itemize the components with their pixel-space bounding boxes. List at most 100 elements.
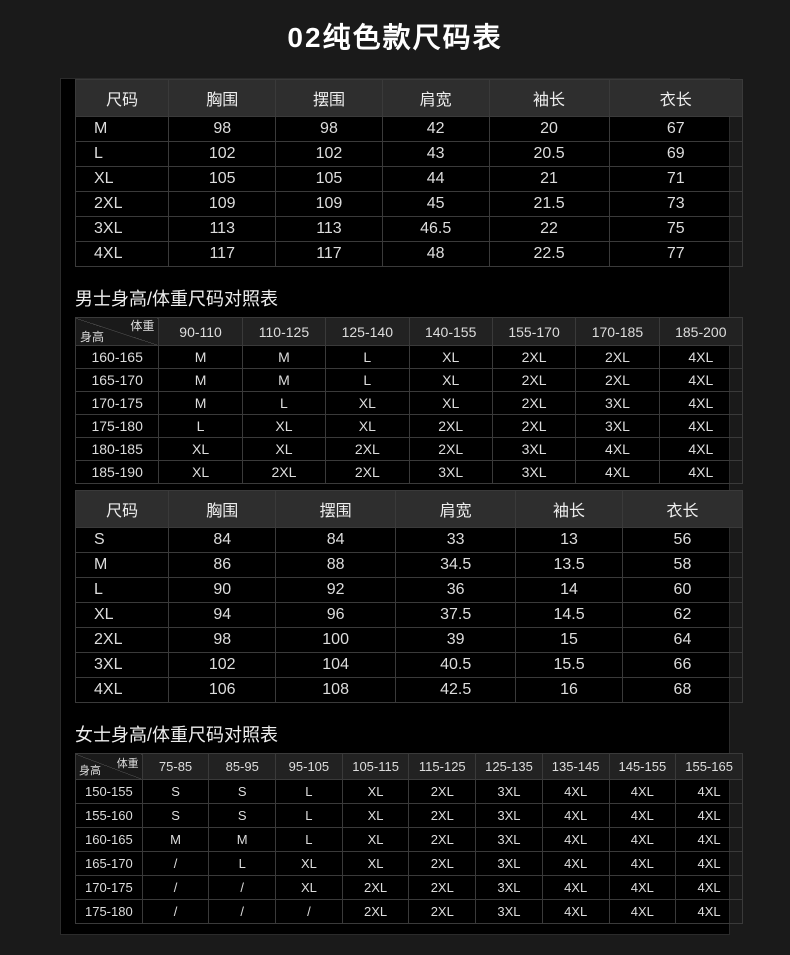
cell: 20.5 xyxy=(489,142,609,167)
cell: 2XL xyxy=(492,392,575,415)
cell: L xyxy=(159,415,242,438)
cell: XL xyxy=(76,167,169,192)
cell: 94 xyxy=(169,603,276,628)
height-cell: 170-175 xyxy=(76,392,159,415)
cell: XL xyxy=(76,603,169,628)
col-header: 肩宽 xyxy=(382,80,489,117)
col-header: 袖长 xyxy=(489,80,609,117)
cell: 3XL xyxy=(576,392,659,415)
table-row: 180-185XLXL2XL2XL3XL4XL4XL xyxy=(76,438,743,461)
table-row: 3XL11311346.52275 xyxy=(76,217,743,242)
table-row: 170-175MLXLXL2XL3XL4XL xyxy=(76,392,743,415)
cell: M xyxy=(209,828,276,852)
cell: 15 xyxy=(516,628,623,653)
table-row: 165-170MMLXL2XL2XL4XL xyxy=(76,369,743,392)
weight-header: 125-135 xyxy=(476,754,543,780)
cell: 4XL xyxy=(609,828,676,852)
cell: XL xyxy=(342,780,409,804)
table-row: 170-175//XL2XL2XL3XL4XL4XL4XL xyxy=(76,876,743,900)
cell: 3XL xyxy=(476,900,543,924)
diag-top: 体重 xyxy=(117,755,139,771)
cell: XL xyxy=(342,852,409,876)
table-row: M868834.513.558 xyxy=(76,553,743,578)
cell: 20 xyxy=(489,117,609,142)
cell: XL xyxy=(409,392,492,415)
weight-header: 135-145 xyxy=(542,754,609,780)
cell: 73 xyxy=(609,192,742,217)
cell: 3XL xyxy=(476,852,543,876)
cell: L xyxy=(326,346,409,369)
cell: M xyxy=(76,117,169,142)
cell: 3XL xyxy=(476,876,543,900)
height-cell: 175-180 xyxy=(76,415,159,438)
cell: / xyxy=(142,900,209,924)
cell: 16 xyxy=(516,678,623,703)
cell: 21 xyxy=(489,167,609,192)
col-header: 胸围 xyxy=(169,80,276,117)
cell: 34.5 xyxy=(396,553,516,578)
col-header: 衣长 xyxy=(609,80,742,117)
cell: 60 xyxy=(622,578,742,603)
women-size-table: 尺码胸围摆围肩宽袖长衣长 S8484331356M868834.513.558L… xyxy=(75,490,743,703)
cell: 2XL xyxy=(492,415,575,438)
cell: 43 xyxy=(382,142,489,167)
table-row: 175-180///2XL2XL3XL4XL4XL4XL xyxy=(76,900,743,924)
cell: 33 xyxy=(396,528,516,553)
diag-top: 体重 xyxy=(130,320,154,332)
weight-header: 125-140 xyxy=(326,318,409,346)
diag-bottom: 身高 xyxy=(79,762,101,778)
cell: 2XL xyxy=(242,461,325,484)
cell: 4XL xyxy=(676,804,743,828)
cell: 2XL xyxy=(409,780,476,804)
table-row: 3XL10210440.515.566 xyxy=(76,653,743,678)
cell: 36 xyxy=(396,578,516,603)
page-title: 02纯色款尺码表 xyxy=(0,16,790,56)
cell: 98 xyxy=(169,117,276,142)
cell: 3XL xyxy=(576,415,659,438)
cell: 21.5 xyxy=(489,192,609,217)
cell: 4XL xyxy=(542,876,609,900)
cell: 77 xyxy=(609,242,742,267)
cell: L xyxy=(326,369,409,392)
table-row: 155-160SSLXL2XL3XL4XL4XL4XL xyxy=(76,804,743,828)
cell: 2XL xyxy=(409,438,492,461)
cell: 64 xyxy=(622,628,742,653)
col-header: 摆围 xyxy=(276,80,383,117)
table-row: 4XL10610842.51668 xyxy=(76,678,743,703)
cell: 102 xyxy=(169,142,276,167)
cell: 67 xyxy=(609,117,742,142)
cell: 4XL xyxy=(676,900,743,924)
cell: 2XL xyxy=(409,876,476,900)
diag-bottom: 身高 xyxy=(80,331,104,343)
cell: XL xyxy=(326,392,409,415)
height-cell: 165-170 xyxy=(76,852,143,876)
cell: 3XL xyxy=(76,653,169,678)
cell: S xyxy=(142,780,209,804)
cell: 4XL xyxy=(676,780,743,804)
weight-header: 155-170 xyxy=(492,318,575,346)
weight-header: 75-85 xyxy=(142,754,209,780)
cell: 109 xyxy=(276,192,383,217)
col-header: 尺码 xyxy=(76,491,169,528)
cell: 4XL xyxy=(676,876,743,900)
table-row: 160-165MMLXL2XL3XL4XL4XL4XL xyxy=(76,828,743,852)
size-chart-page: 02纯色款尺码表 尺码胸围摆围肩宽袖长衣长 M9898422067L102102… xyxy=(0,0,790,955)
table-row: XL105105442171 xyxy=(76,167,743,192)
cell: 39 xyxy=(396,628,516,653)
cell: 84 xyxy=(169,528,276,553)
cell: 37.5 xyxy=(396,603,516,628)
cell: 2XL xyxy=(342,900,409,924)
table-row: S8484331356 xyxy=(76,528,743,553)
weight-header: 155-165 xyxy=(676,754,743,780)
cell: 48 xyxy=(382,242,489,267)
cell: M xyxy=(159,369,242,392)
cell: 66 xyxy=(622,653,742,678)
cell: 2XL xyxy=(409,415,492,438)
cell: 42.5 xyxy=(396,678,516,703)
cell: 4XL xyxy=(659,369,742,392)
cell: 109 xyxy=(169,192,276,217)
cell: 3XL xyxy=(476,804,543,828)
col-header: 肩宽 xyxy=(396,491,516,528)
diag-header: 体重身高 xyxy=(76,754,143,780)
cell: 2XL xyxy=(409,828,476,852)
